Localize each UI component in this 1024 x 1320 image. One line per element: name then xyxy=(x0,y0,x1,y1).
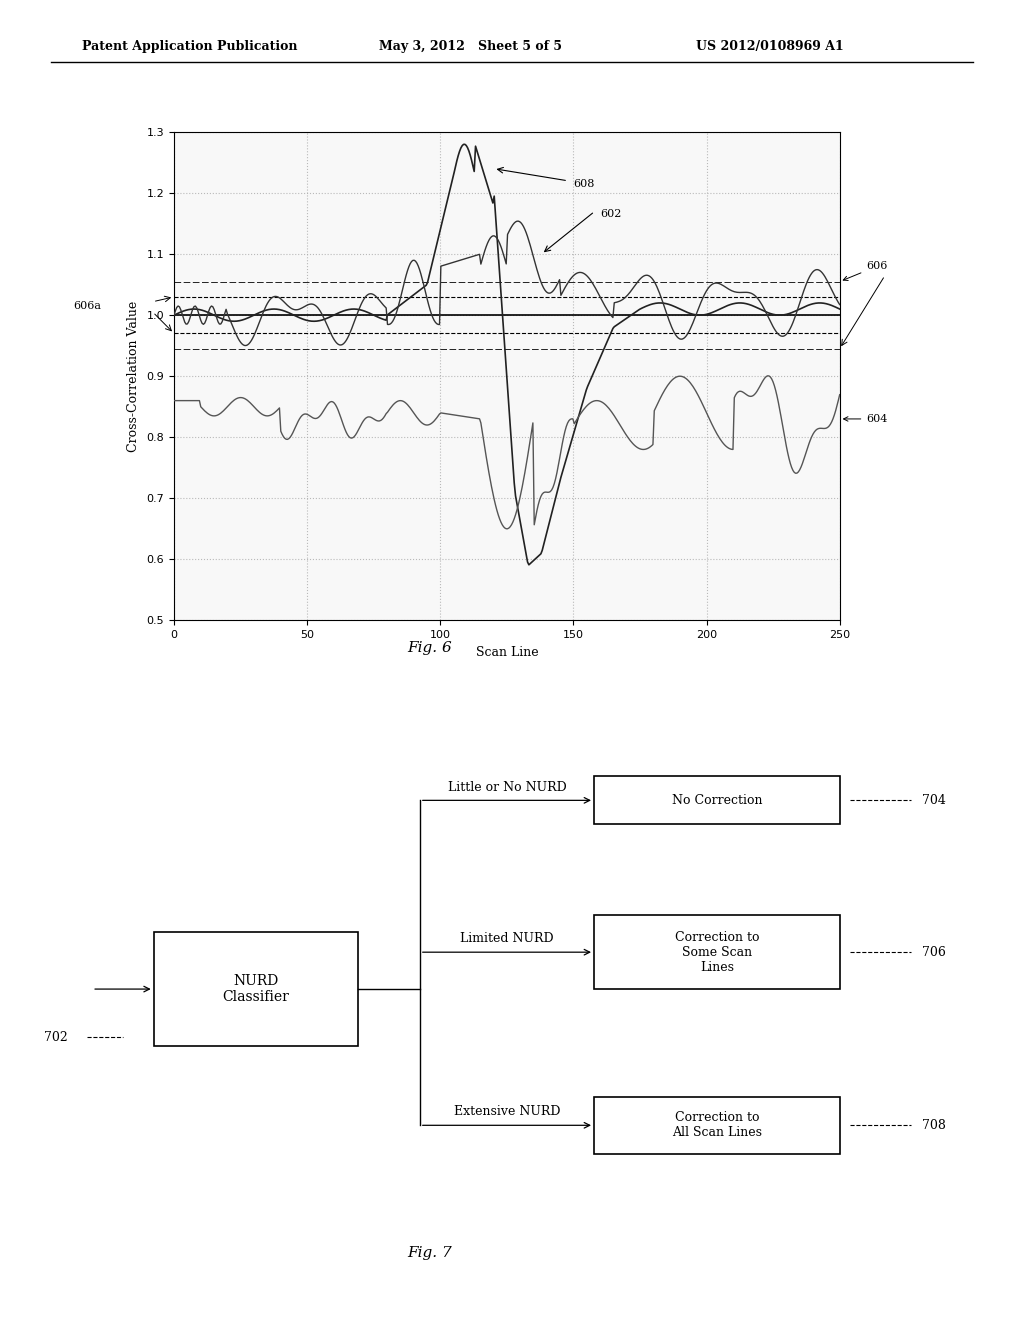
Text: May 3, 2012   Sheet 5 of 5: May 3, 2012 Sheet 5 of 5 xyxy=(379,40,562,53)
Text: Extensive NURD: Extensive NURD xyxy=(454,1105,560,1118)
Text: 606a: 606a xyxy=(73,301,101,312)
X-axis label: Scan Line: Scan Line xyxy=(475,645,539,659)
FancyBboxPatch shape xyxy=(154,932,358,1045)
Text: NURD
Classifier: NURD Classifier xyxy=(222,974,290,1005)
Text: US 2012/0108969 A1: US 2012/0108969 A1 xyxy=(696,40,844,53)
Text: 602: 602 xyxy=(600,210,622,219)
Text: Limited NURD: Limited NURD xyxy=(460,932,554,945)
Text: Little or No NURD: Little or No NURD xyxy=(447,780,566,793)
Text: 706: 706 xyxy=(922,945,945,958)
Text: Fig. 6: Fig. 6 xyxy=(408,642,453,655)
Text: No Correction: No Correction xyxy=(672,793,762,807)
Text: Fig. 7: Fig. 7 xyxy=(408,1246,453,1259)
FancyBboxPatch shape xyxy=(594,915,840,989)
Text: 608: 608 xyxy=(573,180,595,189)
Text: 604: 604 xyxy=(844,414,888,424)
Text: 708: 708 xyxy=(922,1119,945,1131)
Text: 702: 702 xyxy=(44,1031,69,1044)
Text: Correction to
Some Scan
Lines: Correction to Some Scan Lines xyxy=(675,931,759,974)
Text: 704: 704 xyxy=(922,793,945,807)
FancyBboxPatch shape xyxy=(594,776,840,825)
Y-axis label: Cross-Correlation Value: Cross-Correlation Value xyxy=(127,301,139,451)
Text: Correction to
All Scan Lines: Correction to All Scan Lines xyxy=(672,1111,762,1139)
FancyBboxPatch shape xyxy=(594,1097,840,1154)
Text: Patent Application Publication: Patent Application Publication xyxy=(82,40,297,53)
Text: 606: 606 xyxy=(843,261,888,280)
